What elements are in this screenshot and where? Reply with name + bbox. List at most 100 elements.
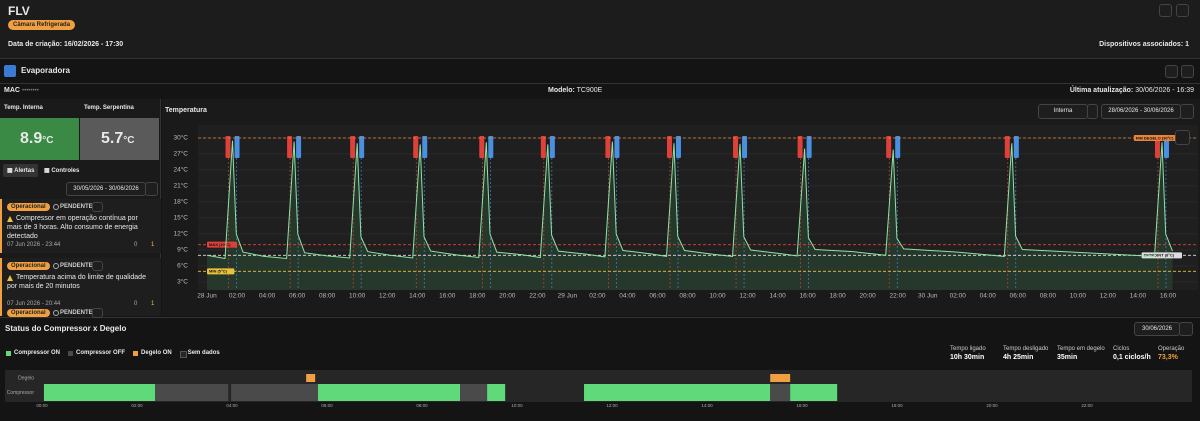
event-tag	[1154, 136, 1160, 158]
zoom-button[interactable]	[1175, 130, 1190, 145]
model-label: Modelo:	[548, 87, 575, 94]
compressor-segment	[318, 384, 461, 401]
legend-label: Compressor ON	[14, 350, 61, 356]
comment-count: 0	[134, 242, 138, 248]
x-tick-label: 00:00	[36, 403, 48, 408]
x-tick-label: 12:00	[606, 403, 618, 408]
reading-box	[0, 118, 79, 160]
line	[206, 140, 1173, 260]
reading-label: Temp. Interna	[4, 105, 43, 111]
title: FLV	[8, 4, 30, 18]
stat-value: 10h 30min	[950, 354, 985, 361]
state-icon	[53, 310, 59, 316]
device-name: Evaporadora	[21, 66, 70, 75]
event-tag	[549, 136, 555, 158]
tab-label: Alertas	[14, 168, 35, 174]
y-tick-label: 21°C	[173, 182, 188, 190]
legend-swatch	[133, 351, 139, 356]
reading-unit: °C	[123, 135, 135, 146]
dropdown[interactable]	[92, 202, 103, 212]
selector[interactable]: Interna	[1038, 104, 1088, 119]
y-tick-label: 9°C	[177, 246, 188, 254]
dropdown[interactable]	[1087, 104, 1098, 119]
date-range[interactable]: 30/05/2026 - 30/06/2026	[66, 182, 146, 196]
chart-title: Temperatura	[165, 107, 207, 114]
defrost-segment	[306, 374, 316, 382]
stat-label: Tempo ligado	[950, 346, 986, 352]
event-tag	[742, 136, 748, 158]
section-title: Status do Compressor x Degelo	[5, 324, 127, 333]
device-icon	[4, 65, 16, 77]
y-tick-label: 3°C	[177, 278, 188, 286]
alert-state: PENDENTE	[60, 263, 93, 269]
compressor-segment	[584, 384, 771, 401]
calendar-button[interactable]	[145, 182, 158, 196]
timeline-chart: Degelo Compressor 00:00 02:00 04:00 06:00 08:0…	[5, 370, 1192, 408]
x-tick-label: 04:00	[619, 293, 636, 300]
threshold-label: FIM DEGELO (30°C)	[1136, 135, 1174, 140]
date-picker[interactable]: 30/06/2026	[1134, 322, 1180, 336]
updated-label: Última atualização:	[1069, 87, 1134, 94]
event-tag	[422, 136, 428, 158]
x-tick-label: 04:00	[226, 403, 238, 408]
y-tick-label: 18°C	[173, 198, 188, 206]
compressor-segment	[460, 384, 488, 401]
state-icon	[53, 263, 59, 269]
x-tick-label: 14:00	[409, 293, 426, 300]
state-icon	[53, 204, 59, 210]
model: TC900E	[576, 87, 603, 94]
threshold-label: SETPOINT (8°C)	[1144, 253, 1175, 258]
x-tick-label: 18:00	[891, 403, 903, 408]
warning-icon	[7, 275, 13, 281]
x-tick-label: 20:00	[860, 293, 877, 300]
icon-button[interactable]	[1176, 4, 1189, 17]
x-tick-label: 16:00	[796, 403, 808, 408]
threshold-tag	[207, 241, 238, 248]
event-tag	[488, 136, 494, 158]
reading-unit: °C	[42, 135, 54, 146]
stat-label: Tempo desligado	[1003, 346, 1049, 352]
legend-label: Compressor OFF	[76, 350, 126, 356]
event-tag	[895, 136, 901, 158]
event-tag	[1004, 136, 1010, 158]
devices: Dispositivos associados: 1	[1099, 41, 1189, 48]
tab[interactable]: ▦ Alertas	[3, 164, 39, 177]
date-range[interactable]: 28/06/2026 - 30/06/2026	[1101, 104, 1181, 119]
alert-message: Temperatura acima do limite de qualidade…	[7, 274, 146, 290]
icon-button[interactable]	[1165, 65, 1178, 78]
row-label: Compressor	[7, 390, 35, 396]
x-tick-label: 20:00	[986, 403, 998, 408]
x-tick-label: 10:00	[709, 293, 726, 300]
x-tick-label: 10:00	[349, 293, 366, 300]
x-tick-label: 04:00	[980, 293, 997, 300]
calendar-button[interactable]	[1179, 322, 1193, 336]
x-tick-label: 06:00	[1010, 293, 1027, 300]
x-tick-label: 12:00	[379, 293, 396, 300]
alert-state: PENDENTE	[60, 310, 93, 316]
icon-button[interactable]	[1181, 65, 1194, 78]
threshold-tag	[1141, 252, 1182, 259]
stat-label: Ciclos	[1113, 346, 1130, 352]
x-tick-label: 16:00	[439, 293, 456, 300]
x-tick-label: 18:00	[829, 293, 846, 300]
event-tag	[540, 136, 546, 158]
calendar-button[interactable]	[1180, 104, 1194, 119]
icon-button[interactable]	[1159, 4, 1172, 17]
tab[interactable]: ▦ Controles	[44, 168, 80, 174]
event-tag	[479, 136, 485, 158]
stat-value: 73,3%	[1158, 354, 1178, 361]
alert-status: Operacional	[7, 203, 50, 211]
dropdown[interactable]	[92, 261, 103, 271]
legend-label: Sem dados	[187, 350, 220, 356]
x-tick-label: 12:00	[1100, 293, 1117, 300]
x-tick-label: 06:00	[649, 293, 666, 300]
defrost-segment	[770, 374, 791, 382]
legend-swatch	[68, 351, 74, 356]
x-tick-label: 06:00	[289, 293, 306, 300]
x-tick-label: 14:00	[701, 403, 713, 408]
dropdown[interactable]	[92, 308, 103, 318]
warning-count: 1	[151, 242, 155, 248]
x-tick-label: 02:00	[589, 293, 606, 300]
x-tick-label: 02:00	[131, 403, 143, 408]
alert-time: 07 Jun 2026 - 23:44	[7, 242, 61, 248]
